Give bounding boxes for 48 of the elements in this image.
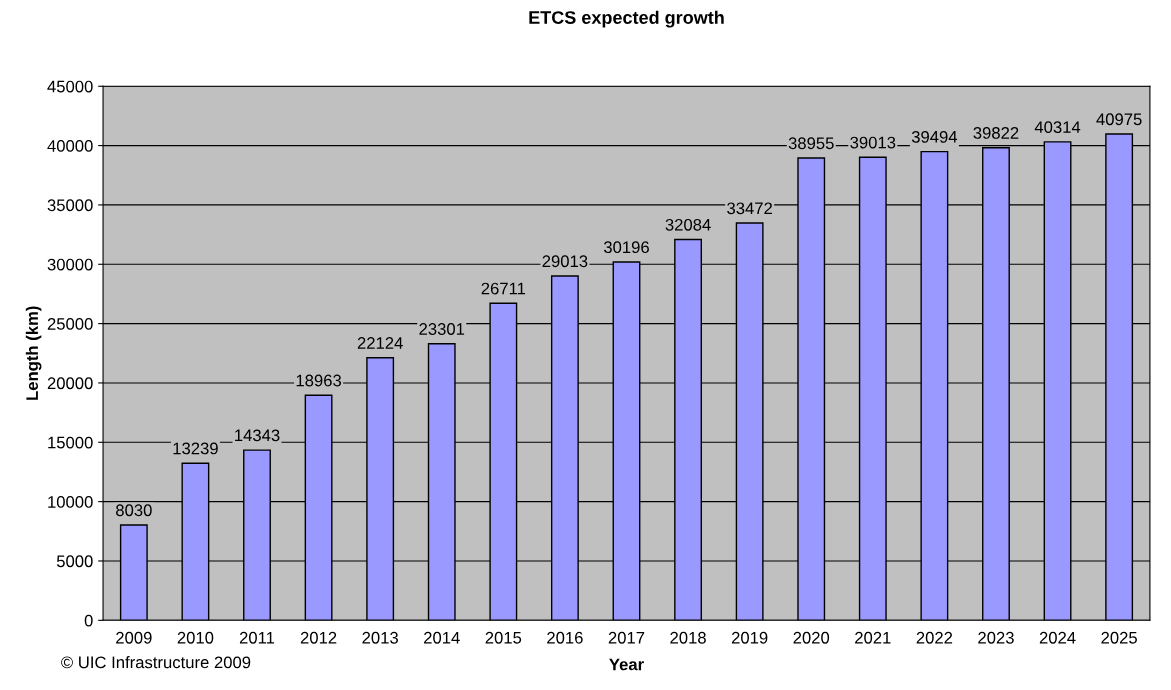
y-tick-label: 15000 [48, 436, 93, 449]
x-tick-label: 2020 [793, 631, 830, 644]
data-label: 26711 [481, 282, 526, 295]
x-tick-label: 2019 [731, 631, 768, 644]
x-axis-title: Year [609, 658, 644, 671]
text: © UIC Infrastructure 2009 [61, 656, 251, 669]
chart-title: ETCS expected growth [529, 10, 724, 28]
data-label: 18963 [296, 374, 342, 387]
data-label: 40975 [1096, 113, 1142, 126]
x-tick-label: 2012 [300, 631, 337, 644]
data-label: 30196 [603, 241, 649, 254]
y-axis-title: Length (km) [25, 306, 42, 400]
x-tick-label: 2010 [177, 631, 214, 644]
x-tick-label: 2021 [855, 631, 891, 644]
data-label: 8030 [116, 504, 152, 517]
data-label: 32084 [665, 218, 711, 231]
data-label: 33472 [727, 202, 772, 215]
y-tick-label: 0 [84, 614, 93, 627]
data-label: 39822 [973, 127, 1019, 139]
y-tick-label: 30000 [47, 258, 93, 271]
x-tick-label: 2014 [424, 631, 460, 644]
data-label: 13239 [173, 442, 218, 455]
data-label: 40314 [1034, 121, 1081, 134]
x-tick-label: 2025 [1101, 631, 1137, 644]
y-tick-label: 5000 [56, 555, 93, 568]
x-tick-label: 2009 [116, 631, 152, 644]
y-tick-label: 35000 [47, 199, 93, 212]
x-tick-label: 2022 [916, 631, 953, 644]
x-tick-label: 2011 [239, 631, 275, 644]
x-tick-label: 2023 [978, 631, 1014, 644]
x-tick-label: 2024 [1039, 631, 1076, 644]
y-tick-label: 20000 [47, 377, 93, 390]
x-tick-label: 2015 [485, 631, 522, 644]
y-tick-label: 10000 [48, 496, 93, 508]
x-tick-label: 2017 [608, 631, 645, 644]
data-label: 23301 [419, 323, 465, 335]
x-tick-label: 2018 [670, 631, 706, 644]
data-label: 29013 [542, 255, 588, 268]
y-tick-label: 25000 [47, 318, 93, 330]
data-label: 22124 [357, 337, 403, 349]
y-tick-label: 40000 [47, 139, 93, 152]
x-tick-label: 2016 [547, 631, 583, 644]
data-label: 39013 [850, 136, 896, 149]
data-label: 39494 [911, 130, 958, 143]
x-tick-label: 2013 [362, 631, 398, 644]
data-label: 14343 [235, 429, 280, 442]
y-tick-label: 45000 [47, 80, 93, 93]
data-label: 38955 [788, 137, 834, 150]
